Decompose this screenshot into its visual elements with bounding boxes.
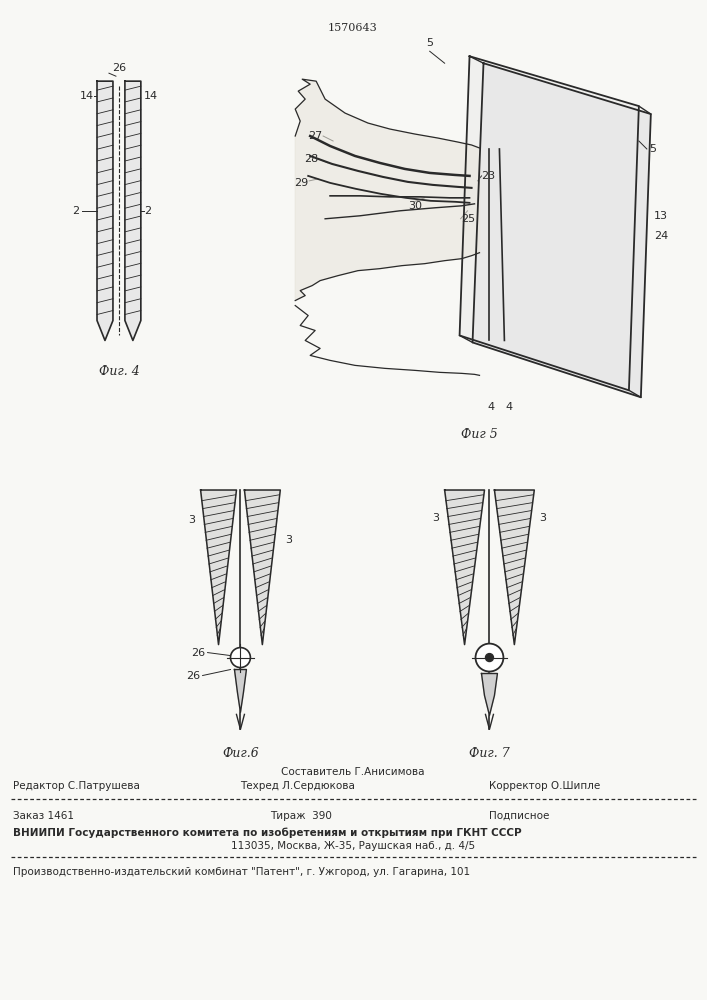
Text: 113035, Москва, Ж-35, Раушская наб., д. 4/5: 113035, Москва, Ж-35, Раушская наб., д. … [231, 841, 475, 851]
Polygon shape [125, 81, 141, 340]
Polygon shape [235, 670, 247, 712]
Text: Редактор С.Патрушева: Редактор С.Патрушева [13, 781, 140, 791]
Text: Техред Л.Сердюкова: Техред Л.Сердюкова [240, 781, 356, 791]
Circle shape [486, 654, 493, 662]
Text: 26: 26 [187, 671, 201, 681]
Text: Корректор О.Шипле: Корректор О.Шипле [489, 781, 601, 791]
Polygon shape [201, 490, 236, 645]
Polygon shape [481, 674, 498, 715]
Text: 28: 28 [304, 154, 318, 164]
Text: 3: 3 [189, 515, 196, 525]
Text: ВНИИПИ Государственного комитета по изобретениям и открытиям при ГКНТ СССР: ВНИИПИ Государственного комитета по изоб… [13, 827, 522, 838]
Text: 2: 2 [144, 206, 151, 216]
Polygon shape [445, 490, 484, 645]
Text: Тираж  390: Тираж 390 [270, 811, 332, 821]
Text: 5: 5 [649, 144, 656, 154]
Text: 4: 4 [488, 402, 495, 412]
Text: 14: 14 [144, 91, 158, 101]
Text: 30: 30 [408, 201, 422, 211]
Polygon shape [97, 81, 113, 340]
Circle shape [230, 648, 250, 668]
Text: 3: 3 [285, 535, 292, 545]
Text: 4: 4 [506, 402, 513, 412]
Text: 26: 26 [192, 648, 206, 658]
Polygon shape [460, 56, 639, 390]
Polygon shape [494, 490, 534, 645]
Text: Фиг. 7: Фиг. 7 [469, 747, 510, 760]
Text: Заказ 1461: Заказ 1461 [13, 811, 74, 821]
Circle shape [476, 644, 503, 672]
Text: Фиг. 4: Фиг. 4 [98, 365, 139, 378]
Polygon shape [296, 79, 479, 301]
Text: 2: 2 [72, 206, 79, 216]
Text: 29: 29 [294, 178, 308, 188]
Text: 3: 3 [433, 513, 440, 523]
Polygon shape [245, 490, 280, 645]
Text: 13: 13 [654, 211, 668, 221]
Text: Производственно-издательский комбинат "Патент", г. Ужгород, ул. Гагарина, 101: Производственно-издательский комбинат "П… [13, 867, 470, 877]
Text: Фиг.6: Фиг.6 [222, 747, 259, 760]
Text: 27: 27 [308, 131, 322, 141]
Text: Фиг 5: Фиг 5 [461, 428, 498, 441]
Text: 23: 23 [481, 171, 496, 181]
Text: 5: 5 [426, 38, 433, 48]
Text: Подписное: Подписное [489, 811, 550, 821]
Text: 26: 26 [112, 63, 126, 73]
Text: 24: 24 [654, 231, 668, 241]
Text: 1570643: 1570643 [328, 23, 378, 33]
Text: Составитель Г.Анисимова: Составитель Г.Анисимова [281, 767, 425, 777]
Text: 3: 3 [539, 513, 547, 523]
Text: 14: 14 [80, 91, 94, 101]
Polygon shape [472, 63, 651, 397]
Text: 25: 25 [462, 214, 476, 224]
